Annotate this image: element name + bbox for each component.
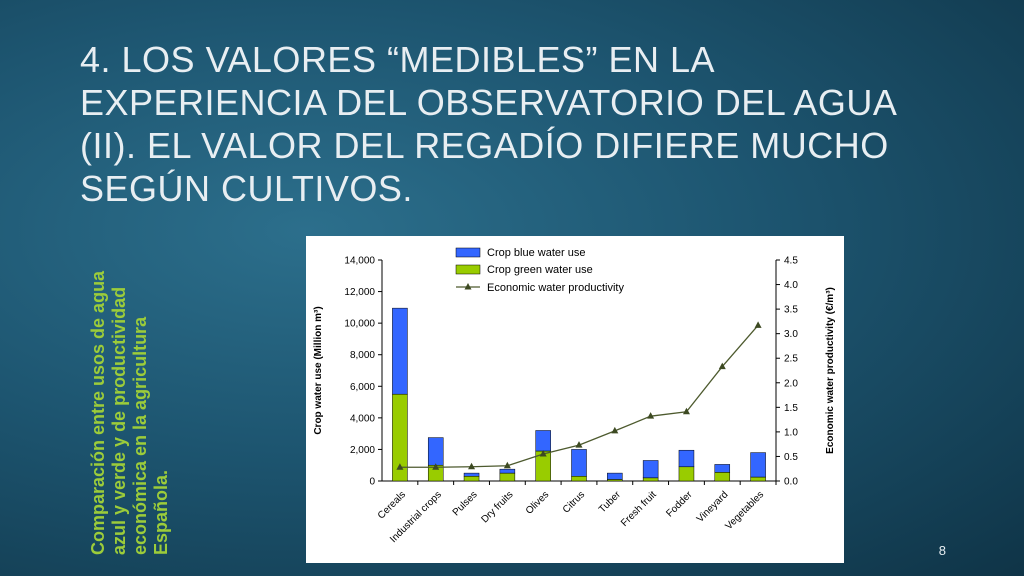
- caption-line: azul y verde y de productividad: [109, 286, 129, 555]
- bar-blue-segment: [607, 472, 623, 480]
- bar-blue-segment: [499, 468, 516, 474]
- y2-tick-label: 3.0: [784, 329, 798, 340]
- legend-label: Crop blue water use: [487, 247, 585, 259]
- bar-blue-segment: [642, 460, 659, 479]
- bar-green-segment: [499, 472, 516, 482]
- productivity-marker: [468, 462, 476, 470]
- x-tick-label: Pulses: [451, 489, 480, 518]
- bar-green-segment: [463, 476, 480, 482]
- legend-label: Economic water productivity: [487, 282, 624, 294]
- chart-panel: 0 2,000 4,000 6,000 8,000 10,000 12,000 14,000 0…: [306, 236, 844, 563]
- y2-tick-label: 1.5: [784, 403, 798, 414]
- bar-blue-segment: [571, 449, 587, 477]
- bar-blue-segment: [463, 472, 480, 477]
- x-tick-label: Fodder: [664, 489, 695, 520]
- productivity-marker: [396, 463, 404, 470]
- y-tick-label: 2,000: [350, 445, 375, 456]
- y-tick-label: 10,000: [344, 319, 375, 330]
- title-line: 4. LOS VALORES “MEDIBLES” EN LA: [80, 39, 716, 80]
- y-tick-label: 0: [369, 477, 375, 488]
- legend-swatch-green: [455, 264, 481, 275]
- y2-tick-label: 4.5: [784, 256, 798, 267]
- caption-line: Comparación entre usos de agua: [88, 270, 108, 555]
- x-tick-label: Vineyard: [695, 489, 731, 525]
- bar-green-segment: [714, 472, 731, 482]
- y2-tick-label: 4.0: [784, 280, 798, 291]
- bar-blue-segment: [535, 430, 551, 452]
- bar-blue-segment: [427, 437, 444, 466]
- productivity-marker: [682, 407, 690, 415]
- title-line: EXPERIENCIA DEL OBSERVATORIO DEL AGUA: [80, 82, 898, 123]
- productivity-marker: [432, 463, 440, 470]
- x-tick-label: Tuber: [597, 489, 623, 515]
- productivity-marker: [611, 426, 619, 434]
- y-tick-label: 14,000: [344, 256, 375, 267]
- productivity-marker: [718, 362, 726, 370]
- bar-blue-segment: [678, 449, 695, 468]
- productivity-marker: [539, 449, 547, 457]
- x-tick-label: Fresh fruit: [619, 489, 659, 529]
- caption-line: económica en la agricultura: [130, 316, 150, 555]
- page-number: 8: [938, 543, 946, 558]
- bar-green-segment: [678, 466, 695, 482]
- legend-marker: [464, 283, 472, 290]
- productivity-marker: [754, 321, 762, 328]
- y-tick-label: 12,000: [344, 287, 375, 298]
- x-tick-label: Olives: [524, 489, 551, 516]
- y2-tick-label: 1.0: [784, 427, 798, 438]
- title-line: SEGÚN CULTIVOS.: [80, 168, 413, 209]
- y-tick-label: 4,000: [350, 413, 375, 424]
- y2-tick-label: 3.5: [784, 305, 798, 316]
- productivity-marker: [503, 461, 511, 469]
- x-tick-label: Citrus: [561, 489, 587, 515]
- bar-blue-segment: [750, 452, 766, 478]
- water-use-chart: 0 2,000 4,000 6,000 8,000 10,000 12,000 14,000 0…: [313, 247, 836, 545]
- x-tick-label: Cereals: [376, 489, 408, 521]
- legend-label: Crop green water use: [487, 264, 593, 276]
- bar-green-segment: [571, 476, 587, 482]
- bar-blue-segment: [714, 464, 731, 473]
- productivity-marker: [647, 412, 655, 419]
- bar-blue-segment: [392, 307, 408, 395]
- title-line: (II). EL VALOR DEL REGADÍO DIFIERE MUCHO: [80, 125, 889, 166]
- y2-tick-label: 0.5: [784, 452, 798, 463]
- y2-axis-title: Economic water productivity (€/m³): [825, 287, 836, 454]
- bar-green-segment: [750, 476, 766, 482]
- x-tick-label: Vegetables: [723, 489, 766, 532]
- y2-tick-label: 2.5: [784, 354, 798, 365]
- y2-tick-label: 0.0: [784, 477, 798, 488]
- caption-line: Española.: [151, 469, 171, 555]
- y-tick-label: 8,000: [350, 350, 375, 361]
- slide-title: 4. LOS VALORES “MEDIBLES” EN LA EXPERIEN…: [80, 38, 980, 210]
- x-tick-label: Dry fruits: [479, 489, 515, 525]
- side-caption: Comparación entre usos de agua azul y ve…: [88, 255, 172, 555]
- legend-swatch-blue: [455, 247, 481, 258]
- y-tick-label: 6,000: [350, 382, 375, 393]
- y2-tick-label: 2.0: [784, 378, 798, 389]
- productivity-marker: [575, 441, 583, 448]
- bar-green-segment: [642, 477, 659, 482]
- y-axis-title: Crop water use (Million m³): [313, 306, 324, 434]
